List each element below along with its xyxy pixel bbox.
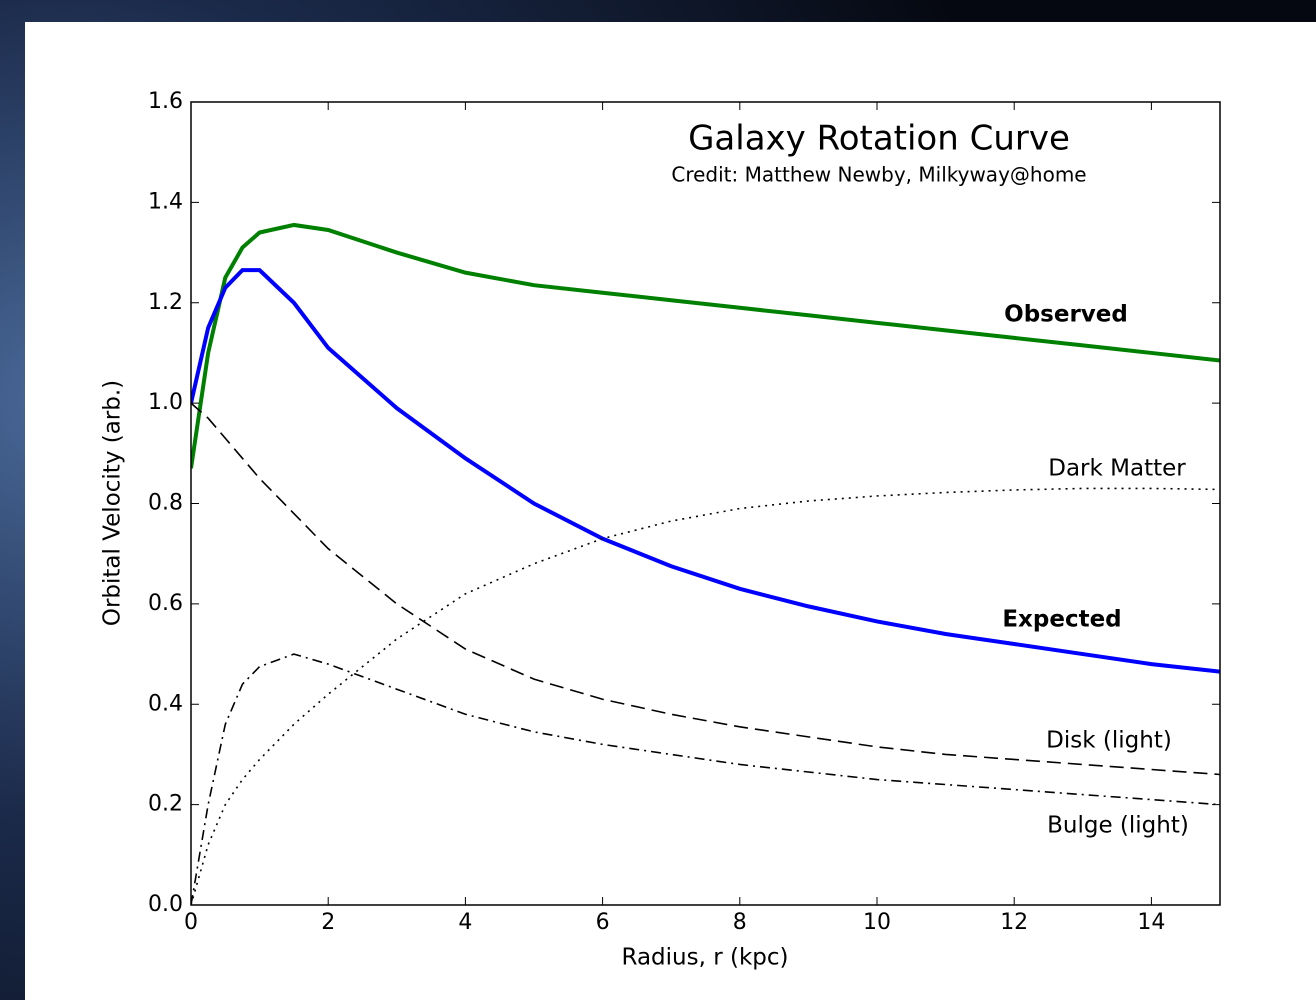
y-tick-label: 0.2: [148, 792, 183, 817]
series-label: Dark Matter: [1048, 456, 1186, 482]
x-tick-label: 2: [321, 910, 335, 935]
panel: [25, 22, 1316, 1000]
series-line: [191, 653, 1220, 905]
series-label: Expected: [1002, 607, 1121, 633]
chart-title: Galaxy Rotation Curve: [688, 119, 1070, 159]
y-tick-label: 1.0: [148, 390, 183, 415]
x-tick-label: 10: [863, 910, 891, 935]
series-line: [191, 487, 1220, 905]
x-tick-label: 0: [184, 910, 198, 935]
plot-frame: [190, 101, 1221, 906]
x-tick-label: 14: [1137, 910, 1165, 935]
series-label: Disk (light): [1046, 728, 1172, 754]
y-tick-label: 0.0: [148, 892, 183, 917]
chart-subtitle: Credit: Matthew Newby, Milkyway@home: [671, 163, 1086, 187]
x-tick-label: 8: [733, 910, 747, 935]
x-axis-label: Radius, r (kpc): [621, 945, 788, 971]
series-line: [191, 222, 1220, 469]
y-tick-label: 1.4: [148, 189, 183, 214]
x-tick-label: 12: [1000, 910, 1028, 935]
series-label: Bulge (light): [1047, 813, 1189, 839]
y-tick-label: 1.2: [148, 290, 183, 315]
series-label: Observed: [1004, 302, 1128, 328]
x-tick-label: 4: [458, 910, 472, 935]
y-tick-label: 0.8: [148, 491, 183, 516]
x-tick-label: 6: [596, 910, 610, 935]
y-axis-label: Orbital Velocity (arb.): [100, 380, 126, 626]
series-line: [191, 268, 1220, 674]
y-tick-label: 0.6: [148, 591, 183, 616]
y-tick-label: 1.6: [148, 89, 183, 114]
y-tick-label: 0.4: [148, 691, 183, 716]
